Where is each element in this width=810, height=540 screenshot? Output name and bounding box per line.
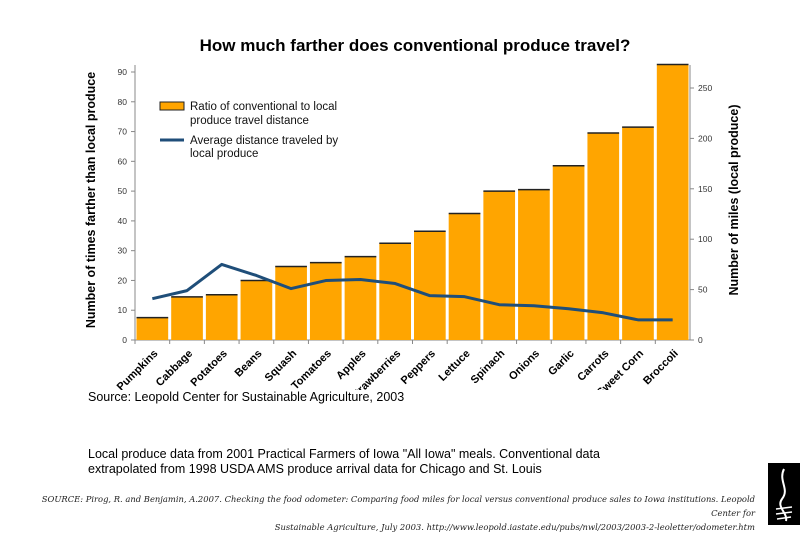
line-series xyxy=(152,262,673,322)
legend-label: local produce xyxy=(190,148,258,160)
bar xyxy=(483,191,516,340)
y-tick-label-left: 20 xyxy=(118,275,128,285)
y-tick-label-right: 50 xyxy=(698,285,708,295)
bar xyxy=(309,262,342,340)
bar xyxy=(587,133,620,340)
x-tick-label: Lettuce xyxy=(437,348,473,384)
bar xyxy=(622,127,654,340)
bar xyxy=(171,296,203,340)
y-tick-label-left: 30 xyxy=(118,246,128,256)
x-tick-label: Beans xyxy=(233,348,265,380)
x-tick-label: Broccoli xyxy=(641,348,681,388)
bar xyxy=(240,280,273,340)
bar xyxy=(275,266,307,340)
data-note: Local produce data from 2001 Practical F… xyxy=(88,447,600,477)
bar xyxy=(136,317,169,340)
x-tick-label: Onions xyxy=(507,348,542,383)
y-axis-label-right: Number of miles (local produce) xyxy=(727,104,741,295)
y-tick-label-right: 250 xyxy=(698,83,712,93)
legend-label: Average distance traveled by xyxy=(190,135,338,147)
x-tick-label: Peppers xyxy=(399,348,438,387)
x-tick-label: Apples xyxy=(334,348,368,382)
bar xyxy=(379,243,411,340)
bar xyxy=(552,165,585,340)
y-tick-label-left: 90 xyxy=(118,67,128,77)
citation-line: SOURCE: Pirog, R. and Benjamin, A.2007. … xyxy=(41,494,755,518)
x-tick-label: Potatoes xyxy=(188,348,229,389)
y-tick-label-right: 100 xyxy=(698,234,712,244)
data-note-line: extrapolated from 1998 USDA AMS produce … xyxy=(88,462,542,476)
legend-swatch-bar xyxy=(159,101,185,111)
chart-title: How much farther does conventional produ… xyxy=(200,36,631,55)
bar xyxy=(344,256,377,340)
chart: How much farther does conventional produ… xyxy=(84,36,741,390)
x-tick-label: Pumpkins xyxy=(115,348,161,390)
y-tick-label-left: 70 xyxy=(118,127,128,137)
bar xyxy=(518,189,550,340)
x-tick-label: Spinach xyxy=(469,347,508,386)
x-tick-label: Garlic xyxy=(546,348,577,379)
y-tick-label-left: 10 xyxy=(118,305,128,315)
legend-label: Ratio of conventional to local xyxy=(190,101,337,113)
y-tick-label-right: 200 xyxy=(698,133,712,143)
y-tick-label-left: 60 xyxy=(118,156,128,166)
bar xyxy=(656,64,689,341)
source-caption: Source: Leopold Center for Sustainable A… xyxy=(88,390,405,404)
citation-line: Sustainable Agriculture, July 2003. http… xyxy=(274,522,755,532)
y-axis-label-left: Number of times farther than local produ… xyxy=(84,72,98,328)
x-tick-label: Cabbage xyxy=(154,348,195,389)
citation: SOURCE: Pirog, R. and Benjamin, A.2007. … xyxy=(35,492,755,534)
y-tick-label-right: 0 xyxy=(698,335,703,345)
data-note-line: Local produce data from 2001 Practical F… xyxy=(88,447,600,461)
y-tick-label-left: 0 xyxy=(122,335,127,345)
y-tick-label-left: 50 xyxy=(118,186,128,196)
y-tick-label-right: 150 xyxy=(698,184,712,194)
bar xyxy=(205,294,238,340)
legend-label: produce travel distance xyxy=(190,115,309,127)
bar xyxy=(448,213,481,340)
y-tick-label-left: 80 xyxy=(118,97,128,107)
leopold-logo-icon xyxy=(768,463,800,525)
bar xyxy=(414,231,446,340)
y-tick-label-left: 40 xyxy=(118,216,128,226)
